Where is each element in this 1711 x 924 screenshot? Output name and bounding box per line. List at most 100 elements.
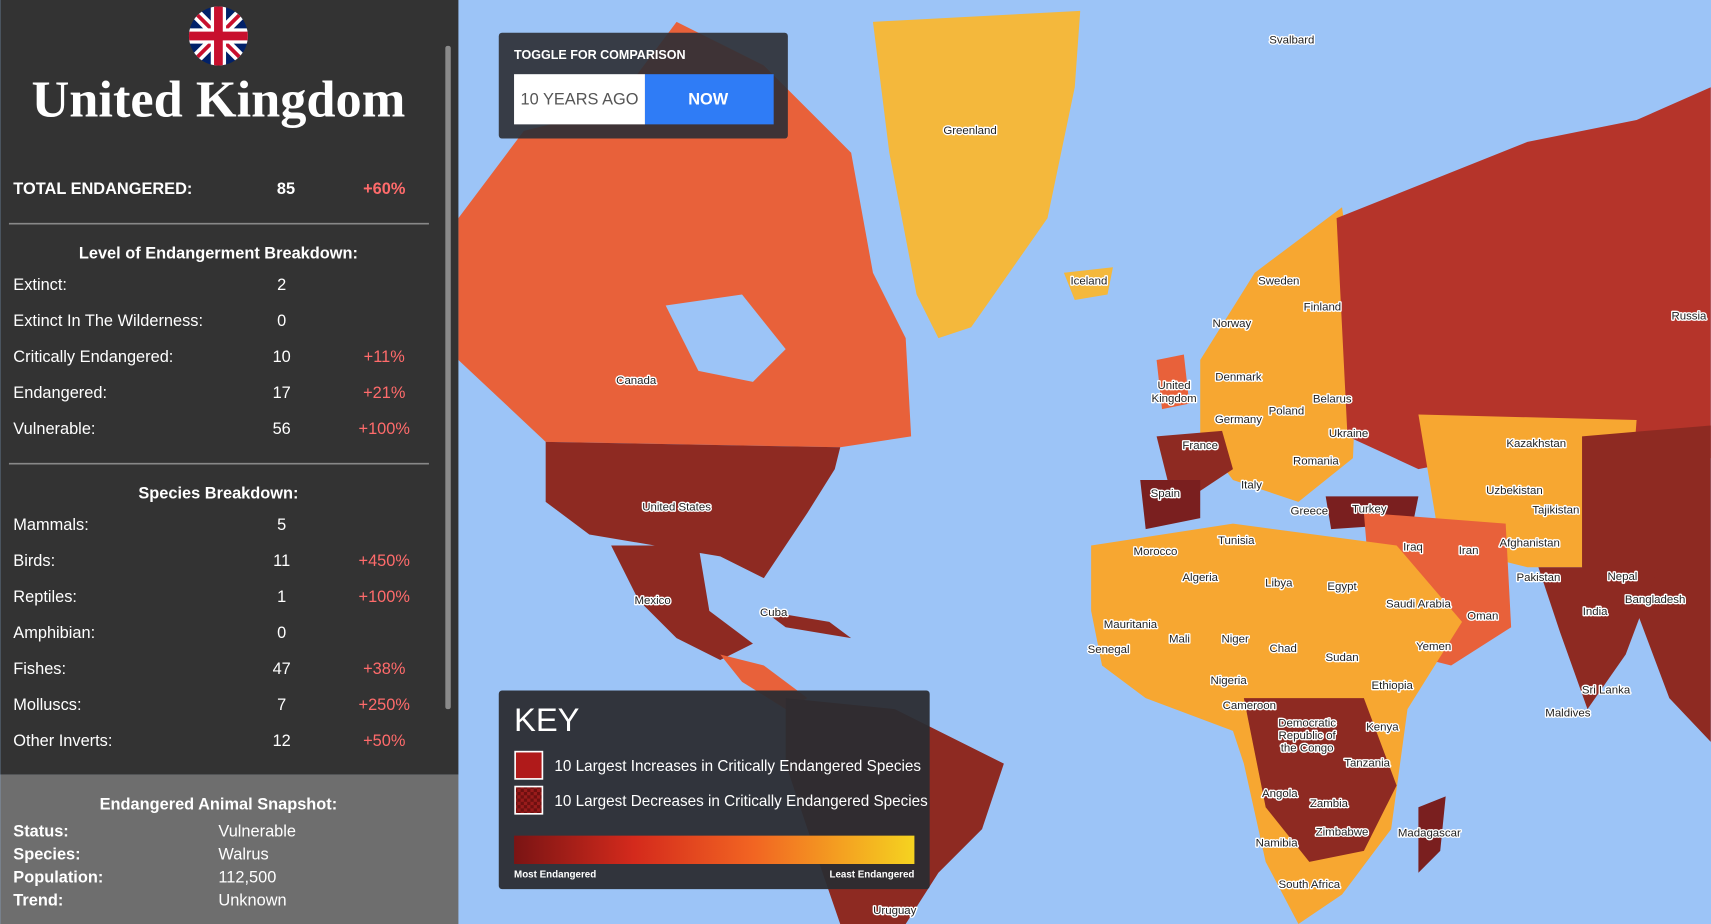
land <box>1200 207 1359 502</box>
sidebar-bg <box>0 0 459 775</box>
map-label: Norway <box>1212 318 1251 330</box>
map-label: Uruguay <box>873 905 917 917</box>
map-label: United States <box>642 501 711 513</box>
row-value: 5 <box>277 516 286 534</box>
map-label: Yemen <box>1416 641 1451 653</box>
toggle-option-bg[interactable] <box>514 74 645 125</box>
map-label: Sri Lanka <box>1582 685 1631 697</box>
key-swatch <box>514 750 544 780</box>
map-label: Poland <box>1269 405 1305 417</box>
row-label: Fishes: <box>13 660 66 678</box>
section-title: Endangered Animal Snapshot: <box>100 795 338 813</box>
map-label: Italy <box>1241 479 1262 491</box>
map-label: Democratic Republic of the Congo <box>1278 717 1336 754</box>
toggle-option[interactable]: NOW <box>688 91 729 109</box>
scrollbar[interactable] <box>445 45 451 710</box>
map-label: Oman <box>1467 610 1498 622</box>
map-label: France <box>1182 440 1218 452</box>
toggle-option-bg[interactable] <box>644 74 774 125</box>
row-value: 12 <box>273 732 291 750</box>
land <box>1418 796 1446 873</box>
snapshot-value: Unknown <box>218 891 286 909</box>
map-label: Egypt <box>1327 581 1357 593</box>
map-label: Namibia <box>1256 837 1299 849</box>
map-label: Bangladesh <box>1625 594 1685 606</box>
key-title: KEY <box>514 701 580 738</box>
map-label: Iran <box>1459 545 1479 557</box>
map-label: South Africa <box>1278 879 1340 891</box>
snapshot-label: Species: <box>13 846 80 864</box>
map-label: Ethiopia <box>1372 680 1414 692</box>
total-label: TOTAL ENDANGERED: <box>13 180 192 198</box>
toggle-title: TOGGLE FOR COMPARISON <box>514 48 686 62</box>
land <box>545 441 841 579</box>
map-label: Morocco <box>1134 546 1178 558</box>
land <box>1063 267 1113 300</box>
row-label: Other Inverts: <box>13 732 112 750</box>
sidebar: United Kingdom TOTAL ENDANGERED: 85 +60%… <box>0 0 459 924</box>
row-label: Molluscs: <box>13 696 81 714</box>
map-label: Kazakhstan <box>1506 438 1566 450</box>
row-change: +100% <box>359 588 410 606</box>
toggle-option[interactable]: 10 YEARS AGO <box>521 91 639 109</box>
map-label: Madagascar <box>1398 827 1461 839</box>
scale-label: Least Endangered <box>829 870 914 881</box>
map-label: Zambia <box>1310 798 1349 810</box>
map-label: United Kingdom <box>1151 380 1196 405</box>
map-label: Turkey <box>1352 503 1387 515</box>
map-label: Chad <box>1269 643 1296 655</box>
land <box>763 610 852 639</box>
key-swatch <box>514 785 544 815</box>
row-change: +250% <box>359 696 410 714</box>
row-label: Critically Endangered: <box>13 348 173 366</box>
snapshot-value: 112,500 <box>218 869 276 887</box>
map-label: Libya <box>1265 578 1293 590</box>
snapshot-label: Trend: <box>13 891 63 909</box>
row-label: Amphibian: <box>13 624 95 642</box>
key-panel: KEY 10 Largest Increases in Critically E… <box>498 690 930 890</box>
map-label: Cameroon <box>1223 700 1276 712</box>
land <box>611 545 753 660</box>
map-label: Tunisia <box>1218 535 1255 547</box>
land <box>1156 430 1233 491</box>
land <box>1538 567 1659 710</box>
land <box>665 294 786 382</box>
snapshot-value: Walrus <box>218 846 268 864</box>
map-label: Cuba <box>760 607 788 619</box>
gradient-bar <box>514 835 915 864</box>
map-label: Nigeria <box>1210 675 1247 687</box>
row-value: 10 <box>273 348 291 366</box>
map-label: Spain <box>1151 488 1180 500</box>
map-label: Zimbabwe <box>1316 826 1369 838</box>
row-change: +21% <box>363 384 405 402</box>
section-title: Species Breakdown: <box>138 485 298 503</box>
map-label: Belarus <box>1313 393 1352 405</box>
row-value: 17 <box>273 384 291 402</box>
snapshot-bg <box>0 774 459 924</box>
map-label: Uzbekistan <box>1486 485 1543 497</box>
row-change: +450% <box>359 552 410 570</box>
row-label: Endangered: <box>13 384 107 402</box>
map-label: Kenya <box>1366 722 1399 734</box>
total-change: +60% <box>363 180 406 198</box>
map-label: Maldives <box>1545 707 1590 719</box>
map-label: Mali <box>1169 633 1190 645</box>
row-label: Mammals: <box>13 516 88 534</box>
map-label: Greece <box>1291 506 1329 518</box>
map-label: Pakistan <box>1516 572 1560 584</box>
map-label: Iceland <box>1071 275 1108 287</box>
map-label: Niger <box>1221 633 1249 645</box>
country-title: United Kingdom <box>31 71 405 129</box>
row-change: +38% <box>363 660 405 678</box>
row-change: +100% <box>359 420 410 438</box>
map-label: Mauritania <box>1104 619 1158 631</box>
snapshot-label: Status: <box>13 823 68 841</box>
map-label: Algeria <box>1182 572 1218 584</box>
row-label: Vulnerable: <box>13 420 95 438</box>
map-label: Greenland <box>943 125 996 137</box>
row-label: Extinct: <box>13 276 67 294</box>
map-label: Senegal <box>1088 644 1130 656</box>
row-value: 1 <box>277 588 286 606</box>
